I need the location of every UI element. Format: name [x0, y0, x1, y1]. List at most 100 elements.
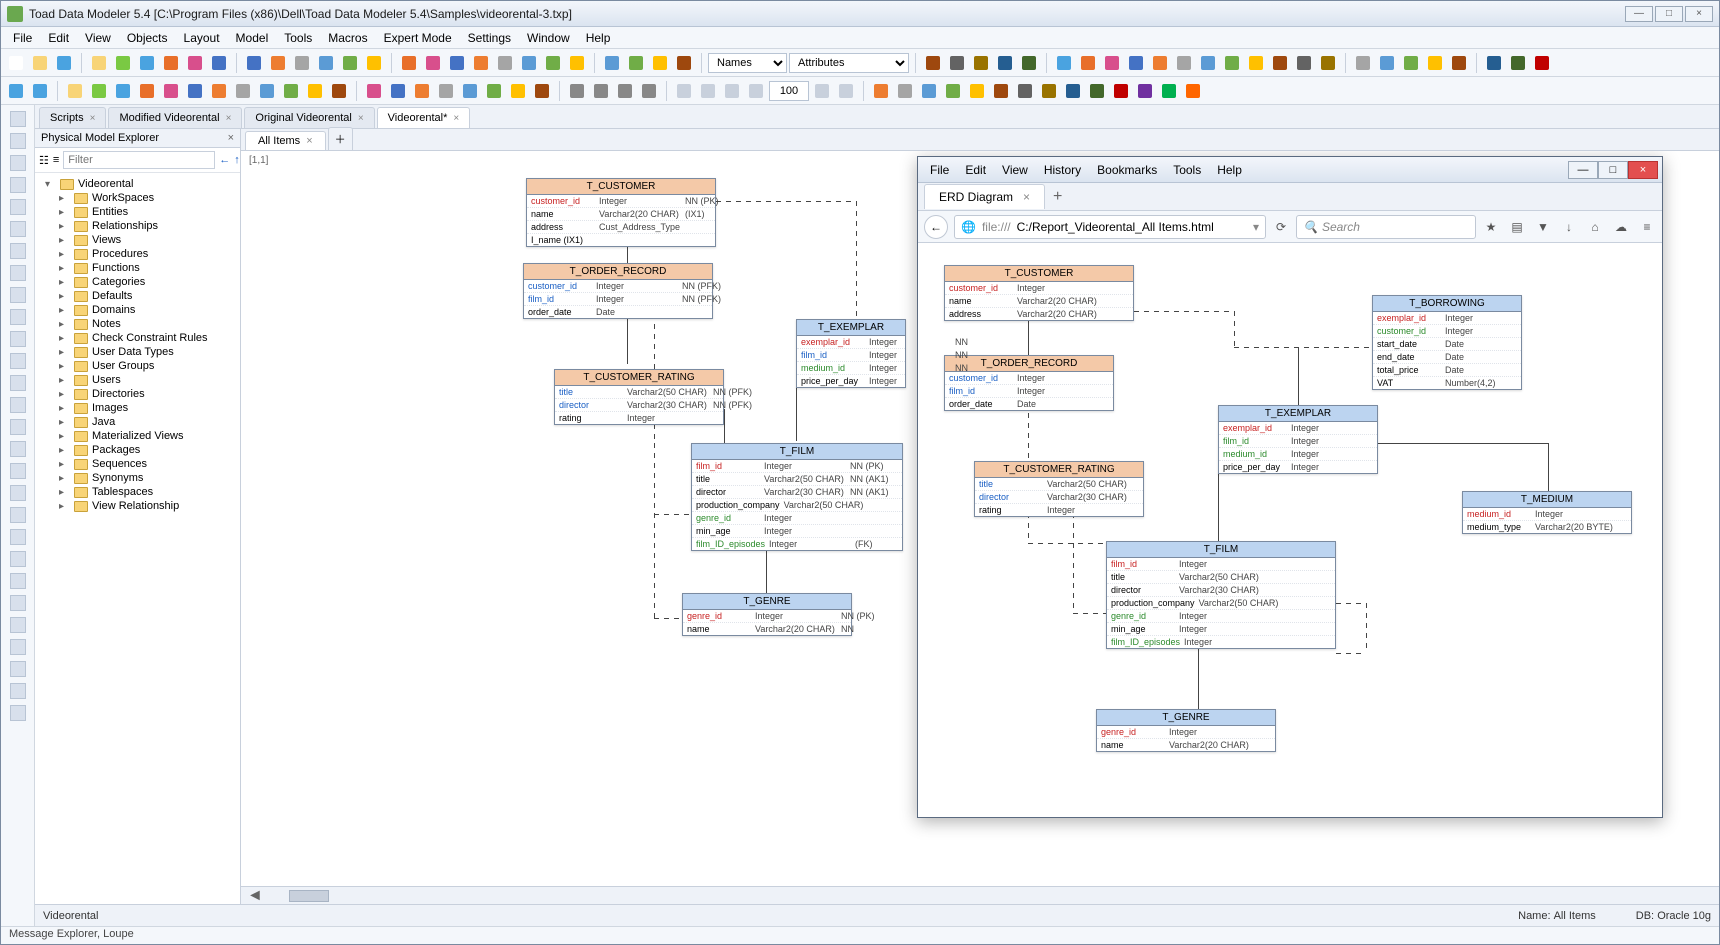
doc-tab-modified-videorental[interactable]: Modified Videorental× [108, 107, 242, 128]
rail-btn-26[interactable] [10, 683, 26, 699]
entity-r_film[interactable]: T_FILMfilm_idIntegertitleVarchar2(50 CHA… [1106, 541, 1336, 649]
canvas-tab-all-items[interactable]: All Items× [245, 131, 326, 150]
minimize-button[interactable]: — [1625, 6, 1653, 22]
tb2-shape-9[interactable] [280, 80, 302, 102]
tb1-db-6[interactable] [1197, 52, 1219, 74]
tb2-extra-0[interactable] [870, 80, 892, 102]
entity-r_order_record[interactable]: T_ORDER_RECORDcustomer_idIntegerfilm_idI… [944, 355, 1114, 411]
tb2-extra-5[interactable] [990, 80, 1012, 102]
rail-btn-21[interactable] [10, 573, 26, 589]
tree-categories[interactable]: ▸Categories [37, 275, 238, 289]
tb1-help-0[interactable] [1483, 52, 1505, 74]
rail-btn-1[interactable] [10, 133, 26, 149]
tb2-zoomstep-1[interactable] [835, 80, 857, 102]
tb1-obj-2[interactable] [291, 52, 313, 74]
addr-icon-5[interactable]: ☁ [1612, 218, 1630, 236]
entity-r_medium[interactable]: T_MEDIUMmedium_idIntegermedium_typeVarch… [1462, 491, 1632, 534]
tb1-db-5[interactable] [1173, 52, 1195, 74]
attributes-dropdown[interactable]: Attributes [789, 53, 909, 73]
addr-icon-6[interactable]: ≡ [1638, 218, 1656, 236]
tree-directories[interactable]: ▸Directories [37, 387, 238, 401]
tb2-extra-3[interactable] [942, 80, 964, 102]
tb2-shape-4[interactable] [160, 80, 182, 102]
browser-minimize-button[interactable]: — [1568, 161, 1598, 179]
rail-btn-13[interactable] [10, 397, 26, 413]
menu-edit[interactable]: Edit [40, 29, 77, 47]
tb1-view-4[interactable] [1018, 52, 1040, 74]
tb1-tool-3[interactable] [470, 52, 492, 74]
browser-tab-close-icon[interactable]: × [1023, 190, 1030, 204]
tb1-misc-2[interactable] [1400, 52, 1422, 74]
doc-tab-scripts[interactable]: Scripts× [39, 107, 106, 128]
tb2-align-2[interactable] [411, 80, 433, 102]
browser-back-button[interactable]: ← [924, 215, 948, 239]
tb1-tool-1[interactable] [422, 52, 444, 74]
tree-videorental[interactable]: ▾Videorental [37, 177, 238, 191]
canvas-hscrollbar[interactable]: ◄ [241, 886, 1719, 904]
dropdown-icon[interactable]: ▾ [1253, 220, 1259, 234]
tb1-edit-2[interactable] [136, 52, 158, 74]
tb1-db-10[interactable] [1293, 52, 1315, 74]
tb2-align-3[interactable] [435, 80, 457, 102]
rail-btn-11[interactable] [10, 353, 26, 369]
tb1-db-0[interactable] [1053, 52, 1075, 74]
tb1-view-1[interactable] [946, 52, 968, 74]
tb1-run-1[interactable] [625, 52, 647, 74]
tree-view-relationship[interactable]: ▸View Relationship [37, 499, 238, 513]
tb1-tool-4[interactable] [494, 52, 516, 74]
doc-tab-videorental-[interactable]: Videorental*× [377, 107, 471, 128]
nav-next-icon[interactable]: ↑ [234, 154, 240, 166]
entity-r_customer[interactable]: T_CUSTOMERcustomer_idIntegernameVarchar2… [944, 265, 1134, 321]
tb2-text-3[interactable] [638, 80, 660, 102]
tb2-shape-7[interactable] [232, 80, 254, 102]
diagram-canvas[interactable]: [1,1] FileEditViewHistoryBookmarksToolsH… [241, 151, 1719, 886]
tb1-edit-1[interactable] [112, 52, 134, 74]
rail-btn-18[interactable] [10, 507, 26, 523]
tb1-view-3[interactable] [994, 52, 1016, 74]
canvas-tab-add[interactable]: ＋ [328, 127, 353, 150]
menu-expert-mode[interactable]: Expert Mode [376, 29, 460, 47]
tb1-tool-0[interactable] [398, 52, 420, 74]
addr-icon-2[interactable]: ▼ [1534, 218, 1552, 236]
rail-btn-2[interactable] [10, 155, 26, 171]
entity-t_order_record[interactable]: T_ORDER_RECORDcustomer_idIntegerNN (PFK)… [523, 263, 713, 319]
menu-view[interactable]: View [77, 29, 119, 47]
tree-images[interactable]: ▸Images [37, 401, 238, 415]
tb1-view-0[interactable] [922, 52, 944, 74]
tb2-zoom-1[interactable] [697, 80, 719, 102]
tree-materialized-views[interactable]: ▸Materialized Views [37, 429, 238, 443]
list-icon[interactable]: ≡ [53, 154, 59, 166]
tb2-align-6[interactable] [507, 80, 529, 102]
tb2-extra-7[interactable] [1038, 80, 1060, 102]
tree-notes[interactable]: ▸Notes [37, 317, 238, 331]
tb1-db-4[interactable] [1149, 52, 1171, 74]
tb1-db-7[interactable] [1221, 52, 1243, 74]
tb2-extra-12[interactable] [1158, 80, 1180, 102]
tb2-text-1[interactable] [590, 80, 612, 102]
tree-users[interactable]: ▸Users [37, 373, 238, 387]
entity-t_film[interactable]: T_FILMfilm_idIntegerNN (PK)titleVarchar2… [691, 443, 903, 551]
tree-relationships[interactable]: ▸Relationships [37, 219, 238, 233]
tb2-zoomstep-0[interactable] [811, 80, 833, 102]
tb1-db-1[interactable] [1077, 52, 1099, 74]
explorer-close-icon[interactable]: × [228, 132, 234, 144]
tb1-db-11[interactable] [1317, 52, 1339, 74]
tab-close-icon[interactable]: × [306, 135, 312, 147]
tb2-shape-3[interactable] [136, 80, 158, 102]
tb2-extra-8[interactable] [1062, 80, 1084, 102]
entity-t_genre[interactable]: T_GENREgenre_idIntegerNN (PK)nameVarchar… [682, 593, 852, 636]
tb2-extra-4[interactable] [966, 80, 988, 102]
browser-tab[interactable]: ERD Diagram × [924, 184, 1045, 209]
addr-icon-1[interactable]: ▤ [1508, 218, 1526, 236]
tree-views[interactable]: ▸Views [37, 233, 238, 247]
tb2-shape-10[interactable] [304, 80, 326, 102]
browser-menu-bookmarks[interactable]: Bookmarks [1089, 161, 1165, 179]
entity-t_customer_rating[interactable]: T_CUSTOMER_RATINGtitleVarchar2(50 CHAR)N… [554, 369, 724, 425]
tab-close-icon[interactable]: × [358, 113, 364, 124]
tb2-shape-6[interactable] [208, 80, 230, 102]
tb1-tool-6[interactable] [542, 52, 564, 74]
tb2-zoom-3[interactable] [745, 80, 767, 102]
browser-menu-tools[interactable]: Tools [1165, 161, 1209, 179]
tree-icon[interactable]: ☷ [39, 154, 49, 167]
tb1-file-2[interactable] [53, 52, 75, 74]
